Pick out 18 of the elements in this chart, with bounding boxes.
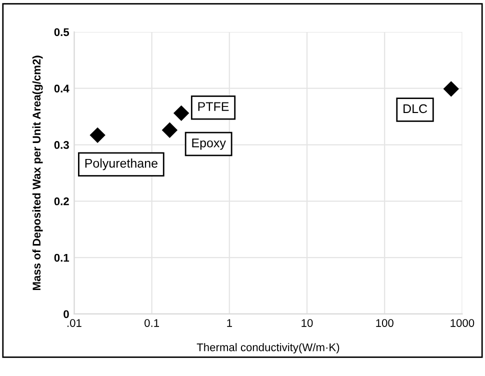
x-tick-label: 1000 (450, 319, 474, 327)
x-axis-title: Thermal conductivity(W/m·K) (196, 343, 340, 354)
x-tick-label: 0.1 (144, 319, 159, 327)
x-tick-label: .01 (67, 319, 82, 327)
y-tick-label: 0.3 (54, 141, 69, 149)
annotation: Epoxy (192, 138, 226, 150)
x-tick-label: 1 (227, 319, 232, 327)
y-tick-label: 0.5 (54, 28, 70, 36)
y-tick-label: 0.4 (54, 84, 70, 92)
y-tick-label: 0.1 (54, 254, 70, 262)
annotation: PTFE (198, 102, 229, 111)
x-tick-label: 10 (302, 319, 313, 327)
annotation: DLC (404, 104, 428, 114)
x-tick-label: 100 (376, 319, 394, 327)
y-tick-label: 0.2 (54, 197, 69, 206)
y-tick-label: 0 (64, 310, 69, 318)
annotation: Polyurethane (85, 158, 158, 170)
y-axis-title: Mass of Deposited Wax per Unit Area(g/cm2) (32, 56, 43, 290)
